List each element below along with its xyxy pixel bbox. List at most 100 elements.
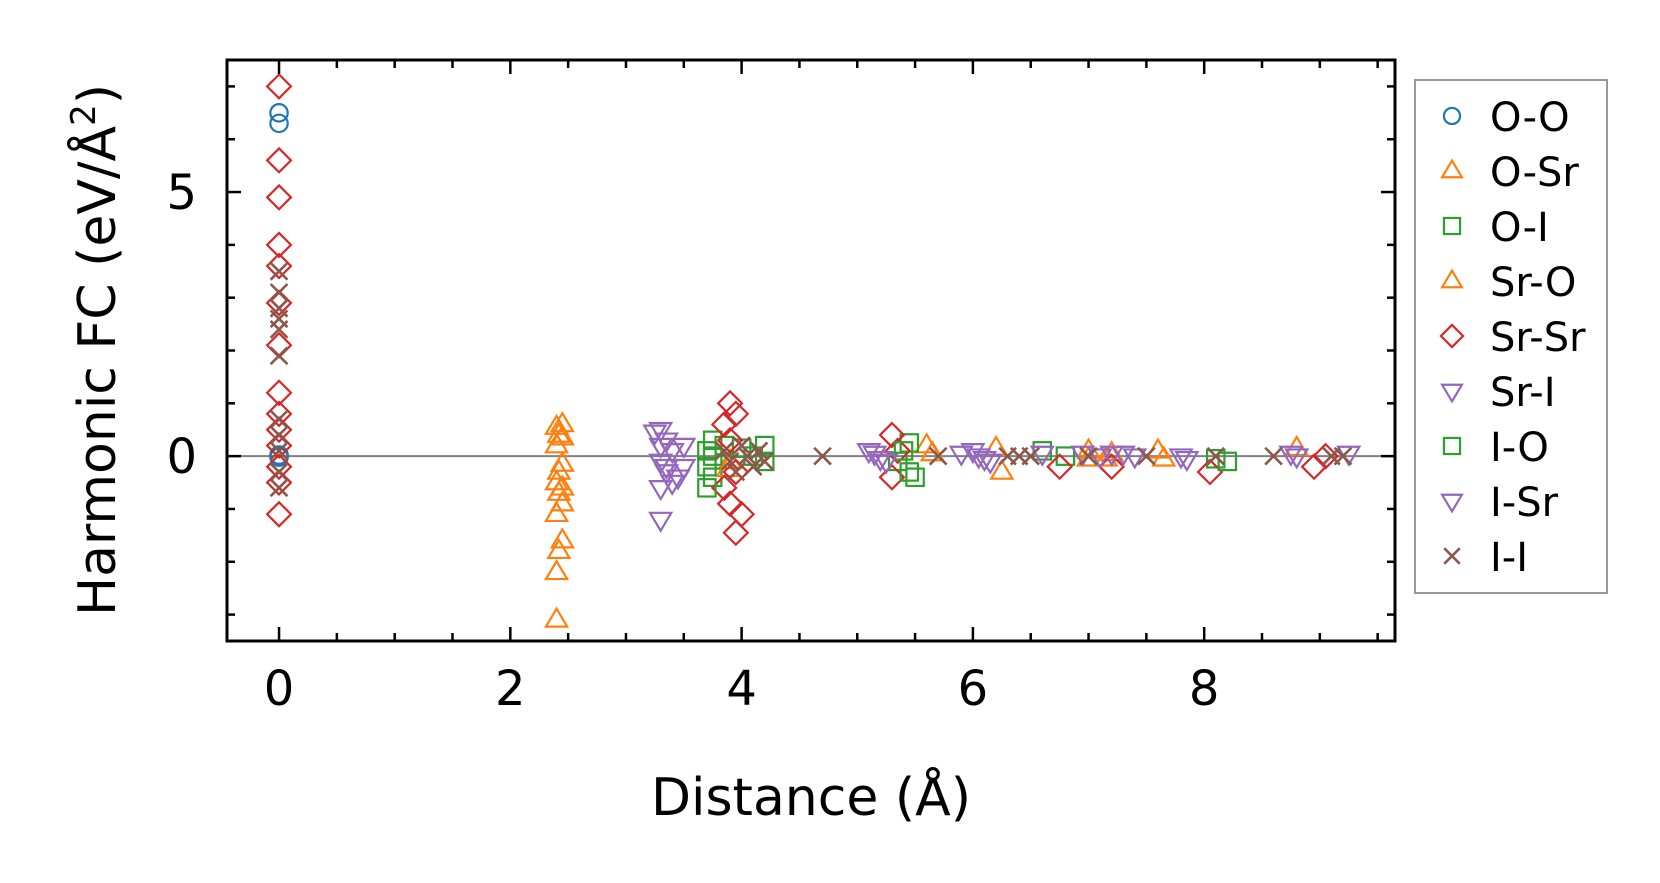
data-point (738, 446, 757, 466)
data-point (1284, 448, 1310, 470)
data-point (928, 446, 948, 466)
legend-label: O-Sr (1490, 150, 1579, 196)
legend-entry: Sr-I (1440, 370, 1556, 416)
data-point (722, 458, 750, 486)
data-point (966, 448, 992, 470)
legend-marker (1440, 383, 1464, 404)
data-point (265, 231, 293, 259)
data-marks (265, 72, 1362, 628)
series-o-o (269, 103, 289, 467)
plot-frame (225, 58, 1397, 643)
x-axis-label: Distance (Å) (651, 766, 971, 828)
legend-marker (1440, 158, 1464, 179)
data-point (971, 450, 998, 473)
data-point (269, 409, 289, 429)
legend-label: Sr-O (1490, 260, 1576, 306)
data-point (265, 469, 293, 497)
legend-entry: O-O (1442, 95, 1570, 141)
series-i-i (269, 261, 1353, 498)
x-tick-label: 0 (264, 661, 295, 717)
legend-marker (1442, 436, 1462, 456)
legend-entry: O-Sr (1440, 150, 1579, 196)
data-point (546, 537, 572, 560)
data-point (265, 146, 293, 174)
data-point (648, 421, 674, 444)
data-point (948, 445, 974, 467)
series-i-sr (642, 424, 1362, 502)
data-point (269, 346, 289, 366)
y-axis-label-main: Harmonic FC (eV/Å (66, 125, 128, 616)
data-point (549, 424, 575, 446)
data-point (265, 453, 293, 481)
data-point (714, 441, 734, 461)
data-point (269, 478, 289, 498)
data-point (1099, 440, 1125, 462)
data-point (544, 606, 570, 628)
data-point (1174, 450, 1200, 473)
data-point (755, 452, 775, 471)
legend-label: Sr-Sr (1490, 315, 1586, 361)
data-point (702, 430, 723, 451)
legend-label: Sr-I (1490, 370, 1556, 416)
legend-marker (1443, 547, 1461, 565)
data-point (269, 462, 289, 482)
data-point (653, 464, 680, 486)
data-point (754, 451, 775, 472)
data-point (648, 511, 674, 533)
data-point (269, 261, 289, 281)
legend-marker (1440, 268, 1464, 289)
y-tick-label: 5 (166, 165, 197, 221)
legend-label: O-I (1490, 205, 1549, 251)
data-point (1168, 448, 1194, 470)
legend-entry: I-O (1442, 425, 1549, 471)
x-tick-label: 4 (726, 661, 757, 717)
data-point (1046, 453, 1074, 481)
data-point (697, 441, 717, 461)
data-point (653, 432, 680, 454)
series-i-o (697, 441, 1238, 498)
data-point (1122, 448, 1148, 470)
data-point (1055, 446, 1076, 466)
data-point (269, 113, 289, 134)
data-point (732, 436, 751, 455)
data-point (1333, 446, 1353, 466)
legend-entry: I-I (1443, 535, 1528, 581)
legend-label: I-O (1490, 425, 1549, 471)
data-point (546, 421, 572, 443)
data-point (697, 456, 717, 477)
data-point (269, 283, 289, 302)
series-sr-sr (265, 72, 1340, 547)
data-point (1021, 446, 1041, 466)
data-point (665, 469, 691, 491)
data-point (697, 478, 717, 498)
legend-entry: I-Sr (1440, 480, 1559, 526)
data-point (873, 453, 899, 475)
y-axis-label: Harmonic FC (eV/Å2) (64, 84, 128, 616)
series-o-sr (544, 413, 1310, 628)
y-axis-label-superscript: 2 (64, 104, 104, 126)
data-point (716, 426, 744, 454)
x-tick-label: 6 (958, 661, 989, 717)
data-point (1087, 448, 1113, 470)
data-point (722, 519, 750, 547)
data-point (265, 379, 293, 407)
data-point (659, 443, 685, 465)
data-point (720, 452, 740, 471)
data-point (549, 450, 575, 472)
data-point (549, 411, 575, 433)
data-point (265, 400, 293, 428)
legend-marker (1439, 323, 1465, 349)
legend-marker (1442, 106, 1462, 126)
data-point (269, 320, 289, 339)
legend-label: I-Sr (1490, 480, 1559, 526)
data-point (884, 437, 912, 465)
data-point (544, 469, 570, 491)
data-point (269, 103, 289, 123)
data-point (1151, 445, 1177, 467)
legend-entry: Sr-O (1440, 260, 1576, 306)
data-point (754, 435, 775, 456)
y-axis-label-close: ) (68, 84, 128, 104)
legend-entry: Sr-Sr (1439, 315, 1586, 361)
data-point (1300, 453, 1328, 481)
